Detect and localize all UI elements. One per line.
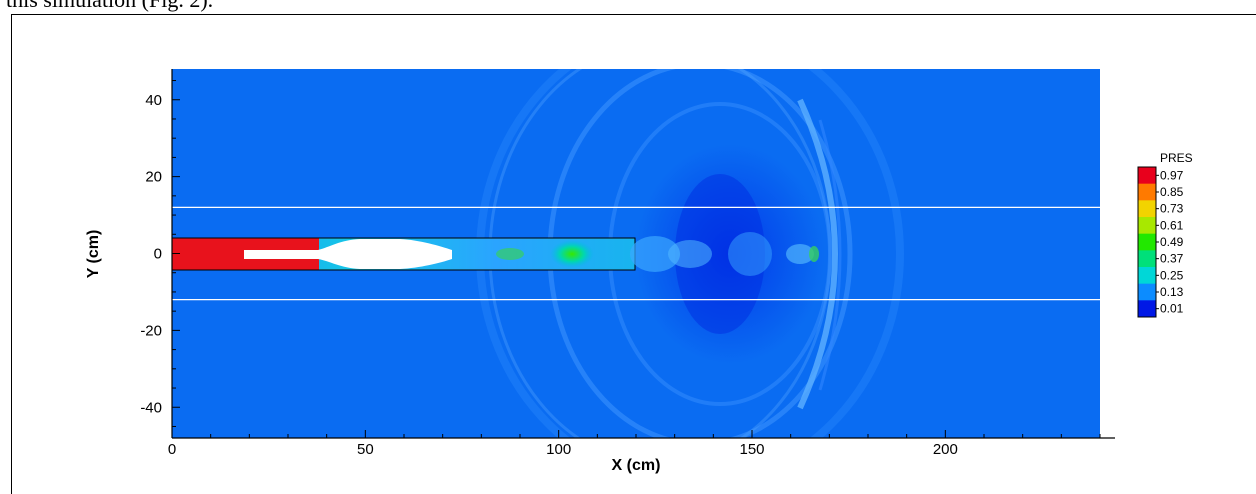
colorbar-label: 0.13 bbox=[1160, 285, 1184, 299]
x-tick-label: 150 bbox=[739, 441, 764, 458]
colorbar-label: 0.37 bbox=[1160, 252, 1184, 266]
y-tick-label: 0 bbox=[154, 246, 162, 263]
flow-green-region bbox=[496, 248, 524, 260]
flow-green-blob bbox=[550, 240, 594, 268]
colorbar-label: 0.97 bbox=[1160, 168, 1184, 182]
x-tick-label: 0 bbox=[168, 441, 176, 458]
colorbar-label: 0.85 bbox=[1160, 185, 1184, 199]
x-axis-label: X (cm) bbox=[612, 457, 661, 474]
x-tick-label: 200 bbox=[933, 441, 958, 458]
channel-core bbox=[244, 250, 319, 259]
y-tick-label: -20 bbox=[140, 322, 162, 339]
axes: 0 50 100 150 200 -40 -20 0 20 40 bbox=[140, 69, 1115, 458]
colorbar-swatch bbox=[1138, 233, 1156, 251]
y-tick-label: 20 bbox=[145, 169, 162, 186]
colorbar-label: 0.61 bbox=[1160, 218, 1184, 232]
jet-plume bbox=[630, 232, 819, 276]
projectile-body bbox=[318, 239, 452, 269]
figure-frame bbox=[11, 14, 1256, 494]
colorbar: PRES 0.97 0.85 0.73 0.61 0.49 0.37 0.25 0.13 0.0… bbox=[1137, 151, 1193, 318]
plot-area bbox=[172, 69, 1100, 438]
low-pressure-core bbox=[675, 174, 765, 334]
high-pressure-chamber bbox=[172, 238, 244, 270]
colorbar-swatch bbox=[1138, 200, 1156, 218]
colorbar-swatch bbox=[1138, 167, 1156, 185]
x-tick-label: 100 bbox=[546, 441, 571, 458]
y-tick-label: 40 bbox=[145, 92, 162, 109]
colorbar-swatch bbox=[1138, 267, 1156, 285]
colorbar-swatch bbox=[1138, 283, 1156, 301]
colorbar-swatch bbox=[1138, 217, 1156, 235]
colorbar-label: 0.01 bbox=[1160, 302, 1184, 316]
y-axis-label: Y (cm) bbox=[85, 230, 102, 279]
colorbar-label: 0.25 bbox=[1160, 268, 1184, 282]
x-tick-label: 50 bbox=[357, 441, 374, 458]
colorbar-title: PRES bbox=[1160, 151, 1193, 165]
colorbar-label: 0.73 bbox=[1160, 202, 1184, 216]
figure-caption-fragment: this simulation (Fig. 2). bbox=[6, 0, 213, 13]
colorbar-swatch bbox=[1138, 300, 1156, 318]
colorbar-swatch bbox=[1138, 183, 1156, 201]
y-tick-label: -40 bbox=[140, 399, 162, 416]
colorbar-label: 0.49 bbox=[1160, 235, 1184, 249]
colorbar-swatch bbox=[1138, 250, 1156, 268]
